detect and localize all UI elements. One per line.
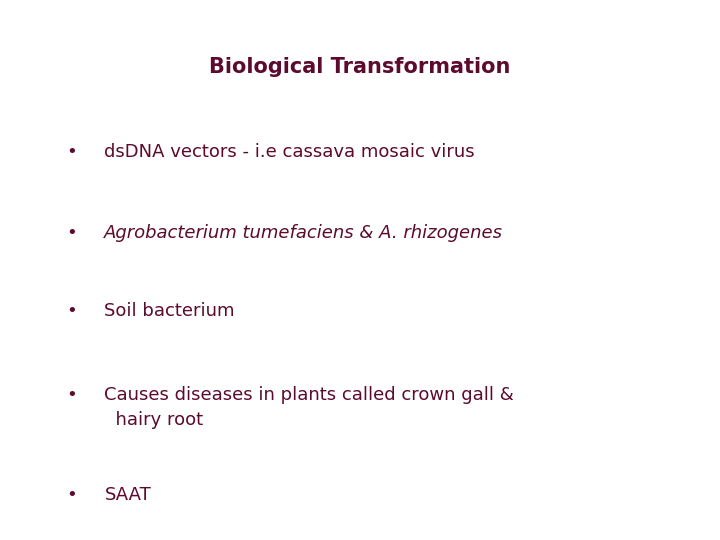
Text: dsDNA vectors - i.e cassava mosaic virus: dsDNA vectors - i.e cassava mosaic virus bbox=[104, 143, 475, 161]
Text: Biological Transformation: Biological Transformation bbox=[210, 57, 510, 77]
Text: •: • bbox=[67, 143, 77, 161]
Text: •: • bbox=[67, 224, 77, 242]
Text: Causes diseases in plants called crown gall &
  hairy root: Causes diseases in plants called crown g… bbox=[104, 386, 514, 429]
Text: •: • bbox=[67, 486, 77, 504]
Text: •: • bbox=[67, 302, 77, 320]
Text: Agrobacterium tumefaciens & A. rhizogenes: Agrobacterium tumefaciens & A. rhizogene… bbox=[104, 224, 503, 242]
Text: •: • bbox=[67, 386, 77, 404]
Text: SAAT: SAAT bbox=[104, 486, 151, 504]
Text: Soil bacterium: Soil bacterium bbox=[104, 302, 235, 320]
